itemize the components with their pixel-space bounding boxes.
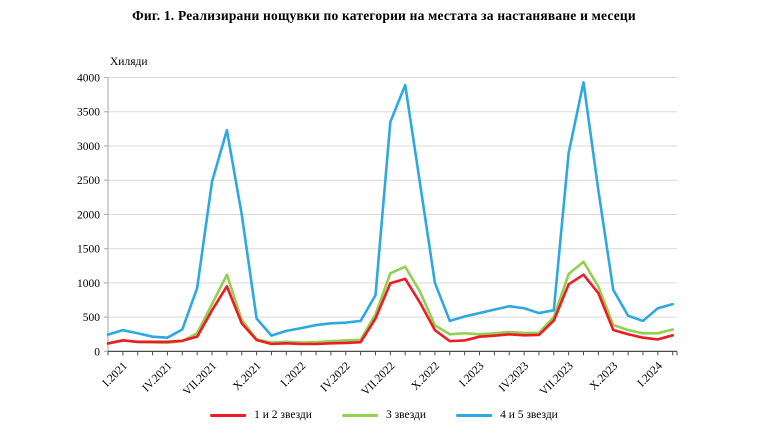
legend-line-swatch-green bbox=[341, 413, 378, 417]
legend-line-swatch-red bbox=[210, 413, 247, 417]
figure-title: Фиг. 1. Реализирани нощувки по категории… bbox=[132, 8, 636, 23]
svg-text:X.2023: X.2023 bbox=[588, 360, 621, 393]
svg-text:500: 500 bbox=[83, 312, 101, 324]
legend-item-3-stars: 3 звезди bbox=[341, 409, 427, 421]
svg-text:VII.2022: VII.2022 bbox=[359, 360, 397, 398]
svg-text:VII.2021: VII.2021 bbox=[181, 360, 219, 398]
svg-text:I.2024: I.2024 bbox=[635, 360, 665, 390]
svg-text:0: 0 bbox=[94, 346, 100, 358]
svg-text:4000: 4000 bbox=[77, 73, 100, 85]
svg-text:3500: 3500 bbox=[77, 107, 100, 119]
svg-text:I.2023: I.2023 bbox=[457, 360, 487, 390]
legend-label: 3 звезди bbox=[385, 409, 427, 421]
svg-text:VII.2023: VII.2023 bbox=[538, 360, 576, 398]
svg-text:IV.2022: IV.2022 bbox=[319, 360, 353, 394]
legend-label: 1 и 2 звезди bbox=[254, 409, 312, 421]
svg-text:1000: 1000 bbox=[77, 278, 100, 290]
x-axis-ticks-labels: I.2021 IV.2021 VII.2021 X.2021 I.2022 IV.2022… bbox=[100, 351, 678, 398]
series-line-3-звезди bbox=[106, 260, 674, 345]
series-line-1-и-2-звезди bbox=[106, 273, 674, 346]
chart-legend: 1 и 2 звезди 3 звезди 4 и 5 звезди bbox=[210, 409, 558, 421]
svg-text:2500: 2500 bbox=[77, 175, 100, 187]
svg-text:X.2021: X.2021 bbox=[231, 360, 264, 393]
legend-item-4-5-stars: 4 и 5 звезди bbox=[456, 409, 558, 421]
svg-text:1500: 1500 bbox=[77, 244, 100, 256]
y-axis-ticks-labels: 0 500 1000 1500 2000 2500 3000 3500 4000 bbox=[77, 73, 108, 358]
legend-line-swatch-blue bbox=[456, 413, 493, 417]
y-axis-unit-label: Хиляди bbox=[110, 56, 148, 68]
svg-text:I.2022: I.2022 bbox=[279, 360, 309, 390]
svg-text:3000: 3000 bbox=[77, 141, 100, 153]
series-line-4-и-5-звезди bbox=[106, 80, 674, 339]
legend-label: 4 и 5 звезди bbox=[500, 409, 558, 421]
legend-item-1-2-stars: 1 и 2 звезди bbox=[210, 409, 312, 421]
svg-text:IV.2021: IV.2021 bbox=[140, 360, 174, 394]
svg-text:X.2022: X.2022 bbox=[409, 360, 442, 393]
svg-text:IV.2023: IV.2023 bbox=[497, 360, 531, 394]
svg-text:2000: 2000 bbox=[77, 209, 100, 221]
svg-text:I.2021: I.2021 bbox=[100, 360, 130, 390]
